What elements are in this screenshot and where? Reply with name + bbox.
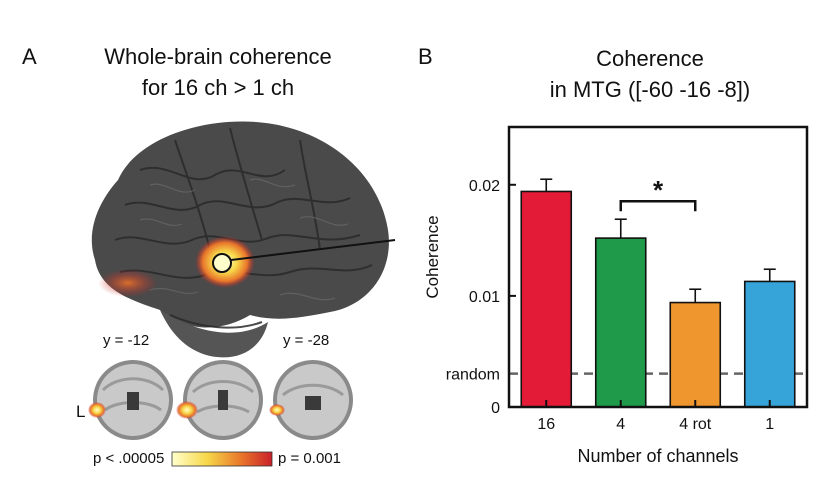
- bar-16: [520, 190, 573, 408]
- bar-4-rot: [669, 301, 722, 408]
- hemisphere-label: L: [76, 402, 86, 421]
- bar-4: [594, 237, 647, 408]
- panel-b-title-line2: in MTG ([-60 -16 -8]): [549, 77, 751, 102]
- y-axis-label: Coherence: [423, 215, 442, 298]
- panel-b-title-line1: Coherence: [596, 46, 704, 71]
- panel-a-letter: A: [22, 44, 37, 69]
- y-tick-label: 0: [491, 400, 500, 417]
- brain-figure: [88, 121, 396, 467]
- panel-a-title-line1: Whole-brain coherence: [104, 44, 332, 69]
- panel-a-title-line2: for 16 ch > 1 ch: [141, 75, 295, 100]
- lateral-brain-surface: [91, 121, 396, 358]
- slice-label-y-12: y = -12: [103, 332, 150, 349]
- x-axis-label: Number of channels: [577, 446, 738, 466]
- panel-b-letter: B: [418, 44, 433, 69]
- significance-bracket: [619, 199, 697, 212]
- y-tick-label: 0.01: [469, 289, 500, 306]
- slice-label-y-28: y = -28: [283, 332, 330, 349]
- bar-1: [743, 280, 796, 408]
- colorbar: [171, 451, 273, 467]
- colorbar-low-label: p < .00005: [93, 450, 165, 467]
- plot-frame: [507, 125, 809, 409]
- y-tick-label: 0.02: [469, 178, 500, 195]
- x-tick-label: 4: [616, 416, 625, 433]
- x-tick-label: 4 rot: [679, 416, 712, 433]
- roi-marker: [212, 253, 232, 273]
- x-tick-label: 1: [765, 416, 774, 433]
- x-tick-label: 16: [537, 416, 555, 433]
- coronal-slices: [88, 360, 353, 440]
- y-tick-label: random: [446, 367, 500, 384]
- significance-star: *: [653, 175, 664, 205]
- colorbar-high-label: p = 0.001: [278, 450, 341, 467]
- roi-connector-line: [230, 239, 396, 261]
